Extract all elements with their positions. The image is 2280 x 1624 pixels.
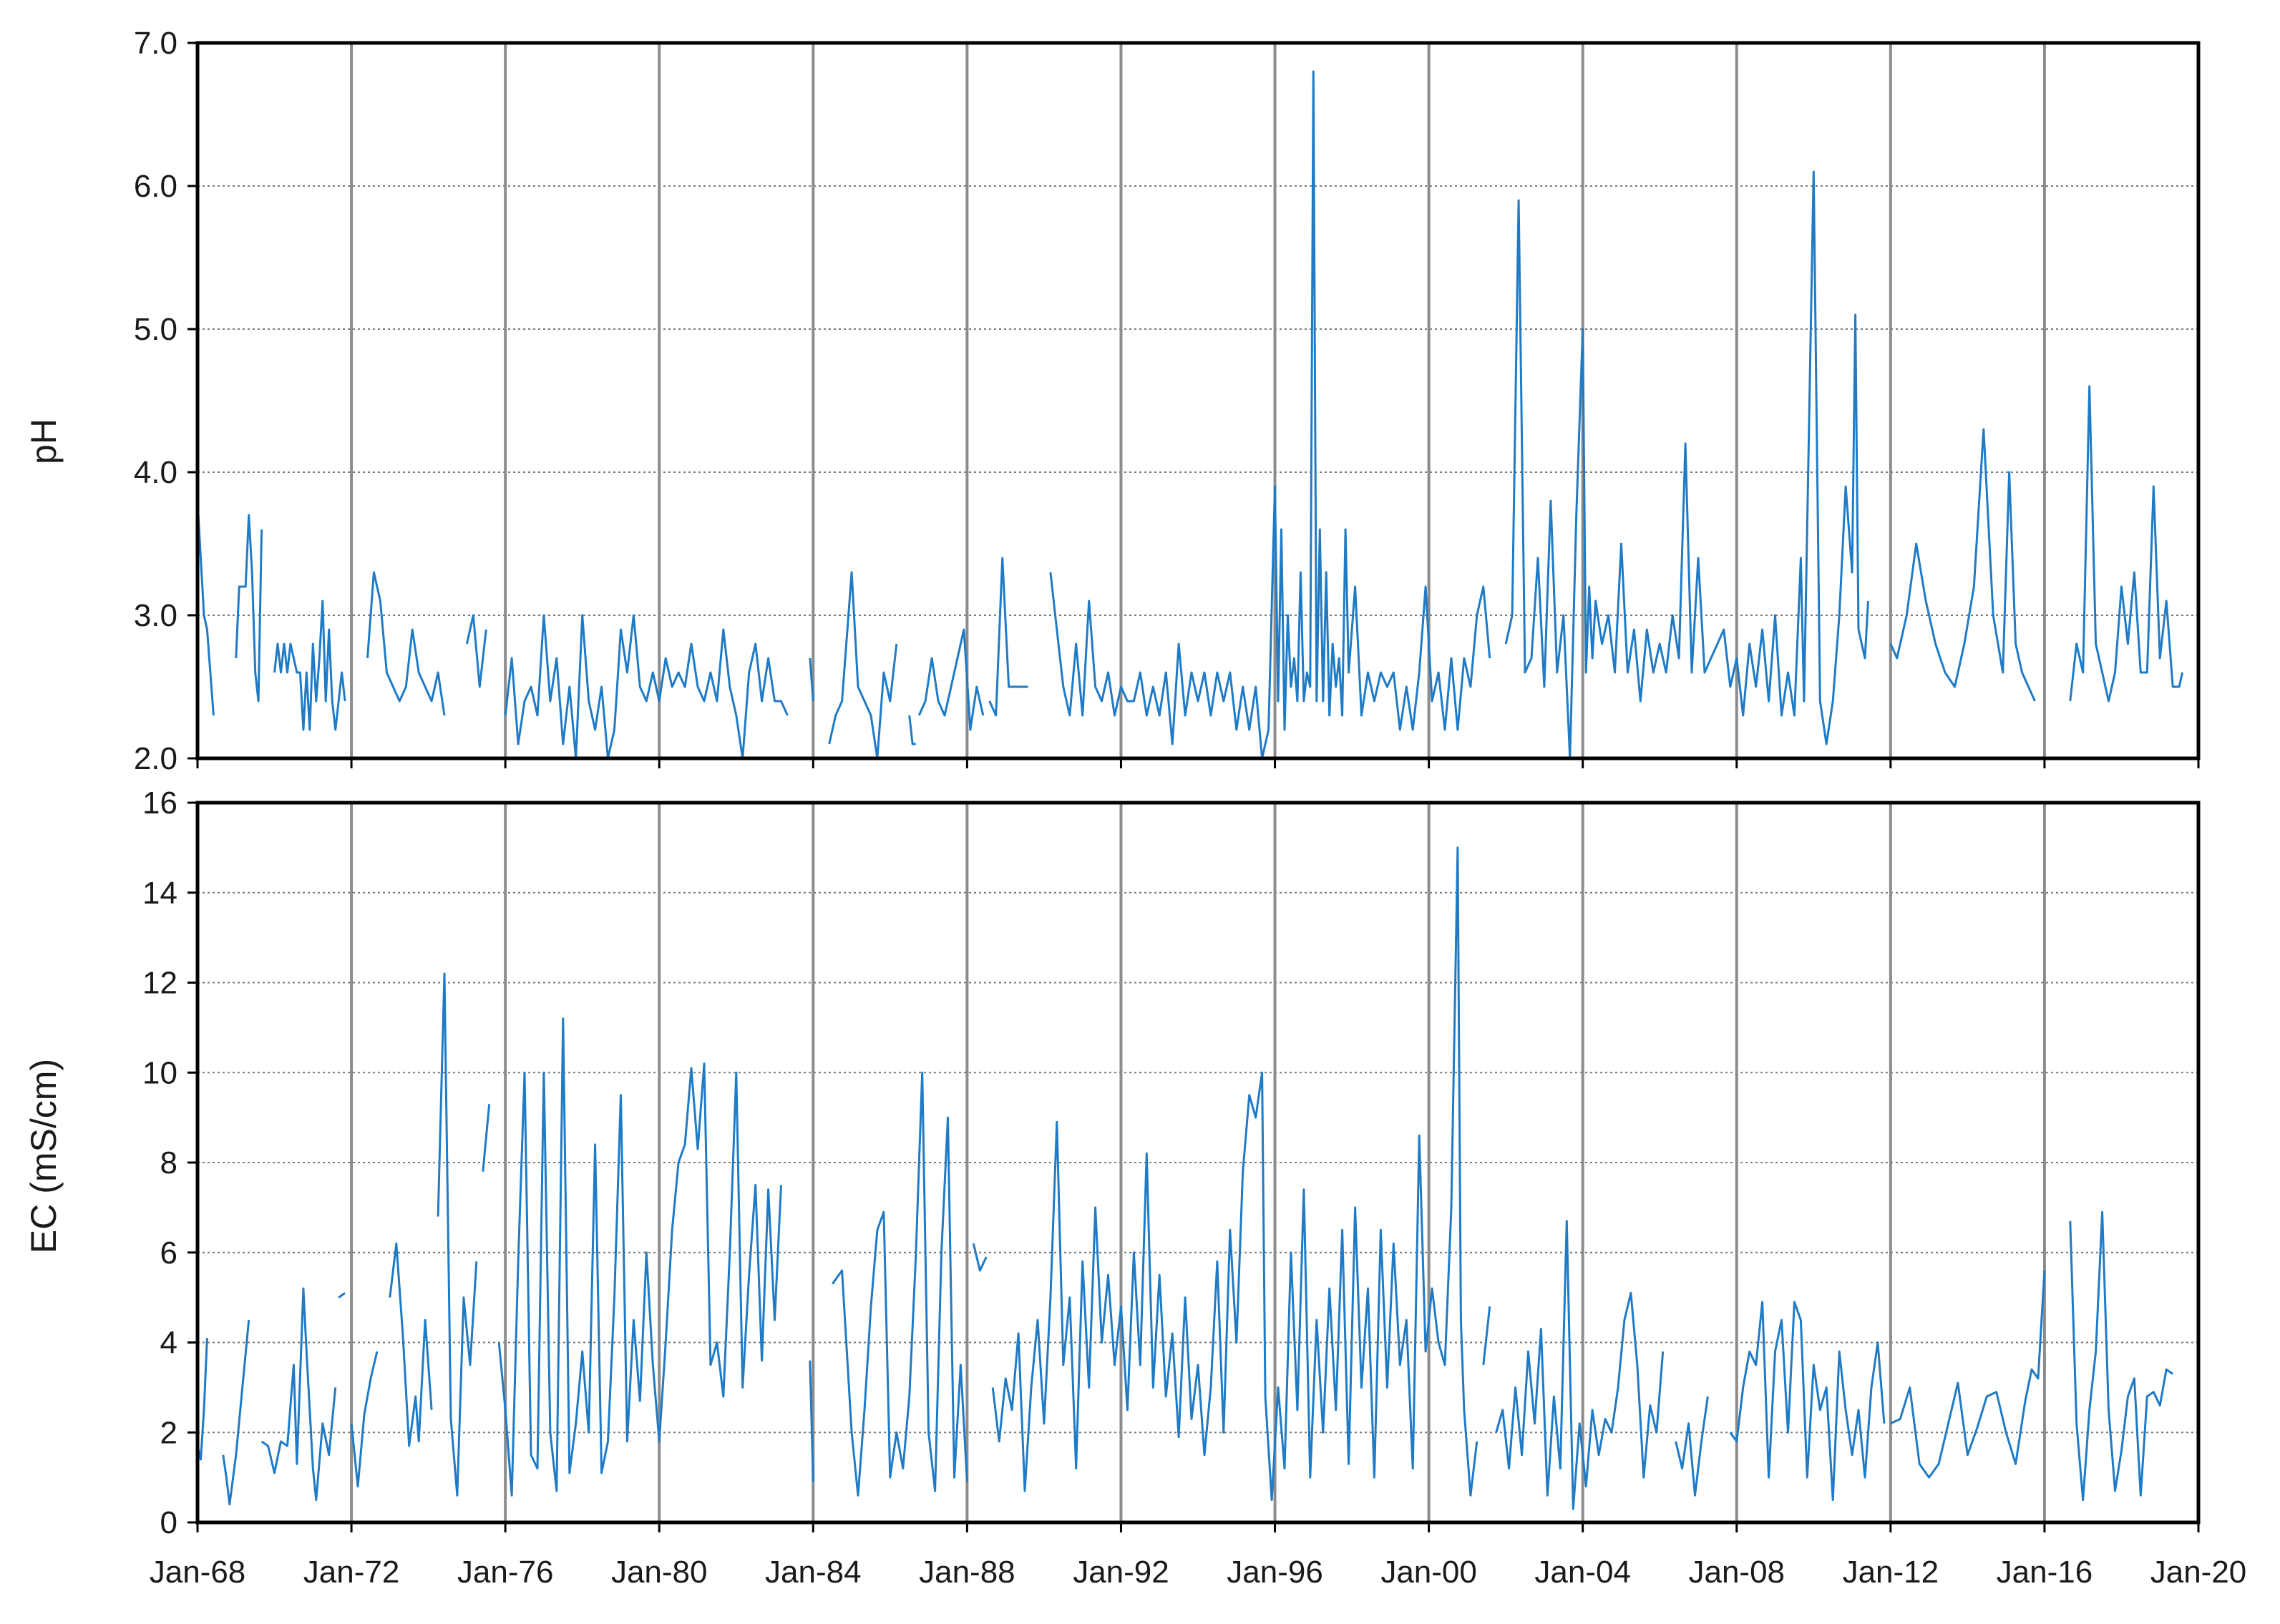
ec-ytick-label: 10 (142, 1055, 177, 1090)
ph-ytick-label: 5.0 (134, 312, 177, 347)
ph-ytick-label: 6.0 (134, 169, 177, 204)
xtick-label: Jan-68 (150, 1555, 246, 1590)
ec-series-line (1495, 1220, 1665, 1510)
ph-ytick-label: 3.0 (134, 598, 177, 633)
xtick-label: Jan-76 (457, 1555, 554, 1590)
xtick-label: Jan-84 (765, 1555, 862, 1590)
ph-series-line (2069, 385, 2184, 703)
ec-axis-label: EC (mS/cm) (24, 1059, 64, 1253)
ec-ytick-label: 6 (160, 1236, 177, 1271)
ec-ytick-label: 8 (160, 1145, 177, 1180)
ec-panel: 0 2 4 6 8 10 12 14 16 Jan-68 Jan-72 Jan-76 Jan-80 Jan… (142, 786, 2246, 1590)
ec-series-line (1890, 1270, 2046, 1479)
ph-ytick-label: 2.0 (134, 741, 177, 776)
ph-series-line (235, 514, 263, 703)
ph-series-line (908, 715, 916, 745)
ec-series-line (338, 1292, 346, 1298)
ec-ytick-label: 14 (142, 876, 177, 911)
xtick-label: Jan-16 (1997, 1555, 2093, 1590)
ph-series-line (917, 628, 985, 731)
xtick-label: Jan-00 (1380, 1555, 1477, 1590)
ec-series-line (2069, 1210, 2174, 1502)
ph-ytick-label: 4.0 (134, 455, 177, 490)
ph-series-line (196, 500, 215, 716)
xtick-label: Jan-72 (303, 1555, 400, 1590)
ph-series-line (828, 571, 898, 760)
ec-series-line (809, 1360, 814, 1482)
ec-series-line (972, 1243, 988, 1272)
xtick-label: Jan-04 (1534, 1555, 1631, 1590)
xtick-label: Jan-88 (919, 1555, 1015, 1590)
ec-ytick-label: 2 (160, 1415, 177, 1450)
ph-series-line (465, 614, 487, 688)
ec-series-line (1482, 1306, 1491, 1366)
ec-ytick-label: 0 (160, 1505, 177, 1540)
xtick-label: Jan-96 (1227, 1555, 1323, 1590)
ph-series-line (504, 614, 789, 760)
ph-series-line (273, 600, 346, 731)
ec-series-line (222, 1319, 250, 1506)
xtick-label: Jan-08 (1688, 1555, 1785, 1590)
ph-series-line (1049, 70, 1491, 760)
ec-plot-frame (195, 801, 2201, 1525)
ec-series-line (831, 1071, 968, 1497)
ec-series-line (497, 1017, 782, 1497)
ph-series-line (366, 571, 446, 716)
ph-panel: 2.0 3.0 4.0 5.0 6.0 7.0 (134, 26, 2201, 776)
xtick-label: Jan-20 (2150, 1555, 2247, 1590)
ph-ytick-label: 7.0 (134, 26, 177, 61)
ec-series-line (991, 846, 1478, 1502)
ec-series-line (260, 1287, 337, 1502)
ec-ytick-label: 12 (142, 966, 177, 1001)
ec-series-line (482, 1104, 491, 1172)
ec-series-line (1675, 1396, 1709, 1497)
ec-series-line (389, 1242, 433, 1447)
ph-plot-frame (195, 41, 2201, 760)
xtick-label: Jan-92 (1073, 1555, 1169, 1590)
ph-series-line (1889, 428, 2036, 702)
ec-series-line (1729, 1301, 1886, 1502)
ph-series-line (988, 557, 1028, 717)
xtick-label: Jan-80 (611, 1555, 708, 1590)
ec-series-line (350, 1351, 379, 1488)
ec-series-line (437, 972, 478, 1497)
ph-series-line (809, 657, 814, 702)
ec-ytick-label: 4 (160, 1326, 177, 1361)
xtick-label: Jan-12 (1843, 1555, 1939, 1590)
ec-ytick-label: 16 (142, 786, 177, 821)
ph-axis-label: pH (24, 419, 64, 464)
